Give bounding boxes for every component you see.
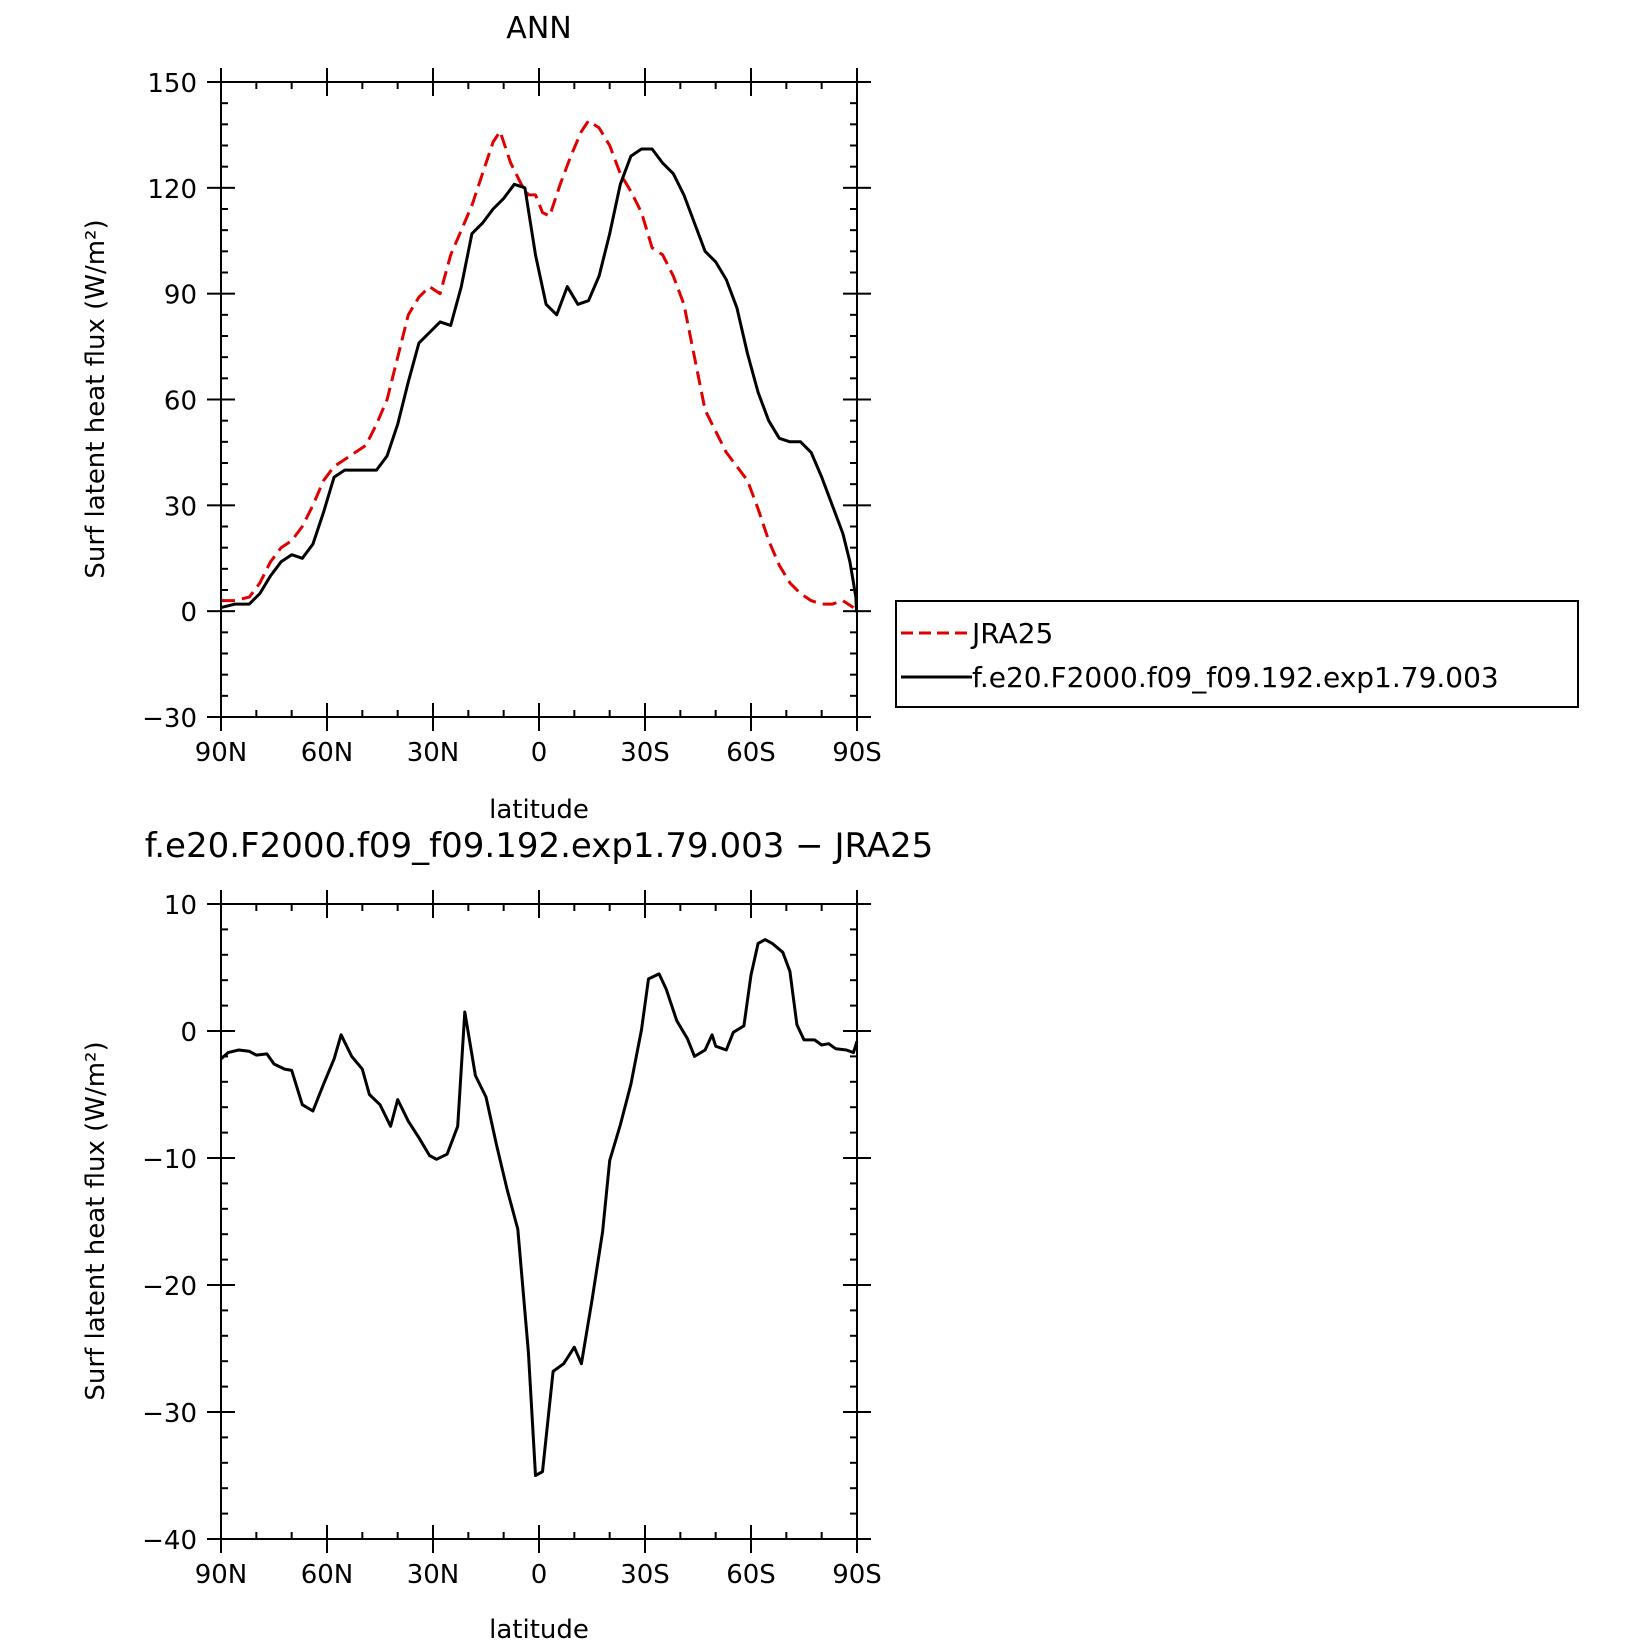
bottom-ytick-label: −10	[142, 1145, 197, 1175]
bottom-series-line-0	[220, 938, 859, 1477]
top-xtick-label: 0	[531, 738, 548, 768]
top-chart-title: ANN	[506, 11, 571, 46]
bottom-xtick-label: 30S	[620, 1560, 670, 1590]
bottom-xtick-label: 30N	[407, 1560, 460, 1590]
top-xtick-label: 90S	[832, 738, 882, 768]
bottom-ytick-label: 10	[164, 891, 197, 921]
bottom-chart-title: f.e20.F2000.f09_f09.192.exp1.79.003 − JR…	[145, 826, 934, 866]
top-xtick-label: 60S	[726, 738, 776, 768]
bottom-chart-series	[220, 938, 859, 1477]
bottom-xtick-label: 60N	[301, 1560, 354, 1590]
legend-box	[895, 600, 1579, 708]
top-chart: ANN 90N 60N 30N 0 30S 60S 90S−300306090120150 …	[81, 11, 1579, 825]
top-xtick-label: 90N	[195, 738, 248, 768]
bottom-chart-xlabel: latitude	[489, 1615, 589, 1645]
top-chart-ylabel: Surf latent heat flux (W/m²)	[81, 219, 111, 578]
bottom-ytick-label: −40	[142, 1526, 197, 1556]
bottom-ytick-label: −20	[142, 1272, 197, 1302]
bottom-chart-plot-frame	[220, 903, 858, 1540]
top-ytick-label: 30	[164, 492, 197, 522]
bottom-chart-tick-labels: 90N 60N 30N 0 30S 60S 90S −40 −30 −20 −10 0 10	[142, 891, 882, 1590]
legend: JRA25 f.e20.F2000.f09_f09.192.exp1.79.00…	[895, 600, 1579, 708]
top-ytick-label: 90	[164, 281, 197, 311]
legend-label-model: f.e20.F2000.f09_f09.192.exp1.79.003	[972, 661, 1499, 694]
top-xtick-label: 60N	[301, 738, 354, 768]
bottom-chart: f.e20.F2000.f09_f09.192.exp1.79.003 − JR…	[81, 826, 933, 1645]
bottom-xtick-label: 90S	[832, 1560, 882, 1590]
bottom-chart-ylabel: Surf latent heat flux (W/m²)	[81, 1041, 111, 1400]
bottom-ytick-label: 0	[180, 1018, 197, 1048]
top-chart-plot-frame	[220, 81, 858, 718]
top-ytick-label: −30	[142, 704, 197, 734]
legend-label-jra25: JRA25	[970, 617, 1053, 650]
top-chart-tick-labels: 90N 60N 30N 0 30S 60S 90S −30 0 30 60 90 120 150	[142, 69, 882, 768]
top-ytick-label: 60	[164, 387, 197, 417]
top-ytick-label: 0	[180, 598, 197, 628]
bottom-xtick-label: 90N	[195, 1560, 248, 1590]
bottom-xtick-label: 0	[531, 1560, 548, 1590]
bottom-xtick-label: 60S	[726, 1560, 776, 1590]
bottom-ytick-label: −30	[142, 1399, 197, 1429]
top-ytick-label: 150	[147, 69, 197, 99]
top-xtick-label: 30N	[407, 738, 460, 768]
top-chart-series	[220, 119, 859, 613]
top-ytick-label: 120	[147, 175, 197, 205]
top-xtick-label: 30S	[620, 738, 670, 768]
top-series-line-1	[220, 147, 859, 613]
top-chart-xlabel: latitude	[489, 795, 589, 825]
top-chart-ticks	[207, 68, 871, 731]
